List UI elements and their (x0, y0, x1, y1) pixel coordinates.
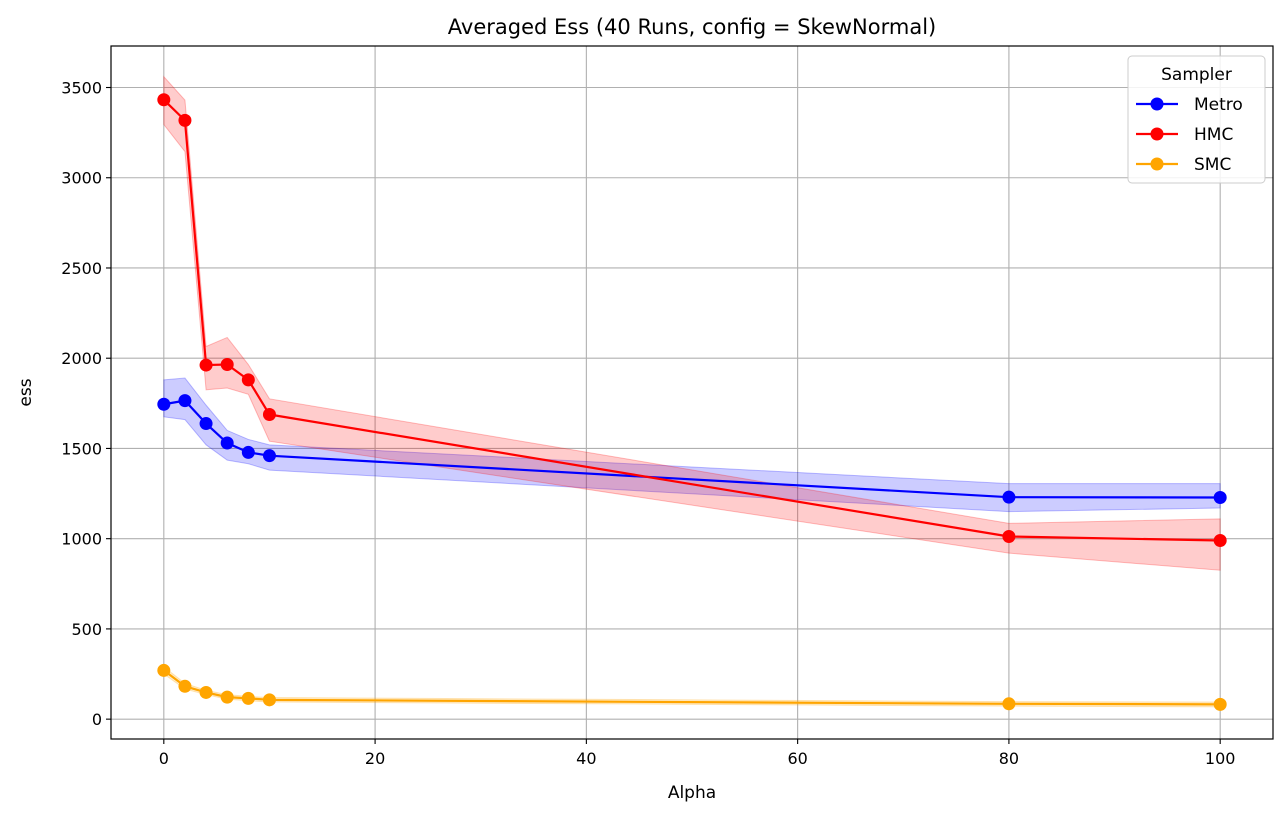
plot-frame (110, 45, 1274, 740)
point-metro (1213, 491, 1227, 505)
point-hmc (241, 373, 255, 387)
line-hmc (163, 98, 1221, 542)
series-points (157, 93, 1227, 711)
band-metro (163, 377, 1221, 513)
y-tick-label: 1000 (61, 530, 102, 549)
x-tick-label: 40 (576, 749, 596, 768)
legend-entry-smc: SMC (1136, 155, 1231, 175)
point-smc (199, 685, 213, 699)
point-metro (262, 449, 276, 463)
y-tick-label: 2500 (61, 259, 102, 278)
y-tick-label: 500 (71, 620, 102, 639)
point-hmc (220, 358, 234, 372)
y-tick-label: 2000 (61, 349, 102, 368)
y-tick-label: 3500 (61, 79, 102, 98)
y-tick-label: 0 (92, 710, 102, 729)
legend: Sampler Metro HMC SMC (1127, 55, 1266, 184)
x-axis-label: Alpha (668, 783, 716, 803)
point-metro (157, 397, 171, 411)
point-hmc (157, 93, 171, 107)
legend-title: Sampler (1161, 65, 1232, 85)
point-hmc (1213, 533, 1227, 547)
legend-marker (1150, 127, 1164, 141)
y-tick-label: 1500 (61, 439, 102, 458)
point-smc (262, 693, 276, 707)
point-smc (220, 690, 234, 704)
legend-entries: Metro HMC SMC (1136, 95, 1243, 175)
band-hmc (163, 75, 1221, 571)
x-tick-label: 80 (999, 749, 1019, 768)
y-axis-label: ess (16, 378, 36, 406)
point-metro (178, 394, 192, 408)
legend-label: HMC (1194, 125, 1233, 145)
point-metro (1002, 490, 1016, 504)
x-tick-label: 100 (1205, 749, 1236, 768)
legend-marker (1150, 157, 1164, 171)
grid-lines (111, 46, 1273, 739)
point-smc (241, 691, 255, 705)
point-hmc (1002, 530, 1016, 544)
x-axis-ticks: 0 20 40 60 80 100 (159, 739, 1236, 768)
x-tick-label: 60 (787, 749, 807, 768)
chart-title: Averaged Ess (40 Runs, config = SkewNorm… (448, 15, 936, 39)
legend-marker (1150, 97, 1164, 111)
point-smc (178, 679, 192, 693)
x-tick-label: 0 (159, 749, 169, 768)
y-tick-label: 3000 (61, 169, 102, 188)
point-smc (1002, 697, 1016, 711)
y-axis-ticks: 0 500 1000 1500 2000 2500 3000 3500 (61, 79, 111, 729)
point-hmc (262, 408, 276, 422)
point-metro (241, 445, 255, 459)
legend-label: SMC (1194, 155, 1231, 175)
point-metro (220, 436, 234, 450)
legend-entry-metro: Metro (1136, 95, 1243, 115)
legend-label: Metro (1194, 95, 1243, 115)
legend-entry-hmc: HMC (1136, 125, 1233, 145)
point-smc (157, 663, 171, 677)
point-hmc (199, 358, 213, 372)
point-smc (1213, 697, 1227, 711)
point-metro (199, 417, 213, 431)
x-tick-label: 20 (365, 749, 385, 768)
legend-box (1127, 55, 1266, 184)
point-hmc (178, 113, 192, 127)
